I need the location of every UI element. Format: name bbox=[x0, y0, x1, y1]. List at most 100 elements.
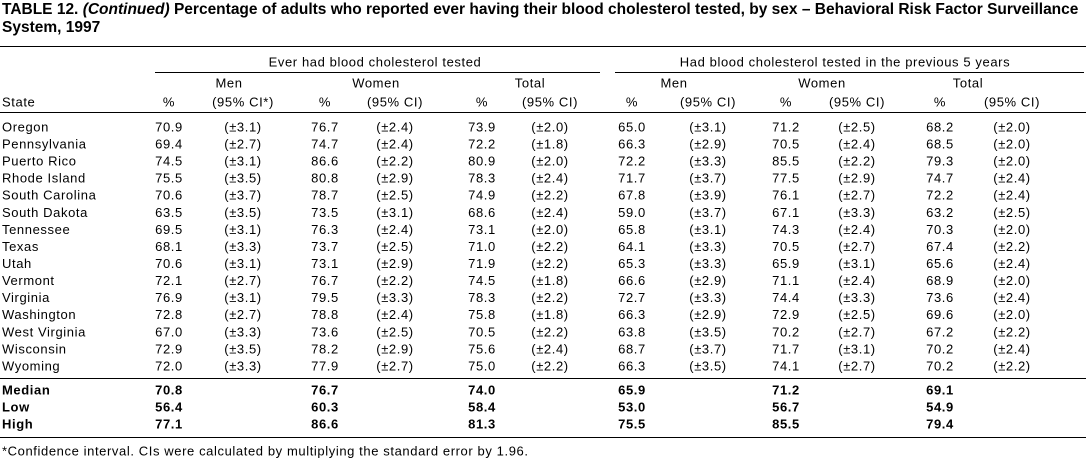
footnote: *Confidence interval. CIs were calculate… bbox=[2, 443, 529, 458]
cell: (±2.7) bbox=[224, 137, 261, 152]
cell: 72.2 bbox=[468, 137, 496, 152]
cell: 71.7 bbox=[618, 171, 646, 186]
cell: 65.3 bbox=[618, 256, 646, 271]
cell: (±2.4) bbox=[376, 137, 413, 152]
cell: (±2.0) bbox=[993, 137, 1030, 152]
summary-cell: 60.3 bbox=[311, 399, 339, 414]
cell: 75.5 bbox=[155, 171, 183, 186]
cell: (±3.3) bbox=[838, 290, 875, 305]
cell: (±2.7) bbox=[838, 358, 875, 373]
summary-label: Median bbox=[2, 382, 50, 397]
cell: (±2.4) bbox=[531, 205, 568, 220]
cell: 68.2 bbox=[926, 119, 954, 134]
cell: 68.1 bbox=[155, 239, 183, 254]
cell: 77.9 bbox=[311, 358, 339, 373]
summary-cell: 79.4 bbox=[926, 416, 954, 431]
cell: 65.0 bbox=[618, 119, 646, 134]
cell: (±2.4) bbox=[531, 171, 568, 186]
cell: (±3.7) bbox=[689, 341, 726, 356]
cell: (±2.2) bbox=[531, 239, 568, 254]
subgroup-header: Total bbox=[953, 75, 983, 90]
subgroup-header: Women bbox=[352, 75, 400, 90]
cell: (±3.1) bbox=[224, 119, 261, 134]
cell: (±1.8) bbox=[531, 273, 568, 288]
cell: 78.3 bbox=[468, 290, 496, 305]
cell: (±2.4) bbox=[993, 341, 1030, 356]
cell: (±2.0) bbox=[993, 154, 1030, 169]
cell: 74.9 bbox=[468, 188, 496, 203]
cell: (±3.5) bbox=[224, 205, 261, 220]
cell: (±3.9) bbox=[689, 188, 726, 203]
cell: (±2.2) bbox=[838, 154, 875, 169]
cell: (±2.9) bbox=[689, 137, 726, 152]
cell: (±3.1) bbox=[224, 290, 261, 305]
cell: 66.3 bbox=[618, 137, 646, 152]
cell: 77.5 bbox=[772, 171, 800, 186]
cell: (±2.0) bbox=[993, 222, 1030, 237]
column-header: (95% CI*) bbox=[212, 94, 274, 109]
cell: (±2.5) bbox=[993, 205, 1030, 220]
cell: (±3.1) bbox=[689, 119, 726, 134]
cell: 63.5 bbox=[155, 205, 183, 220]
cell: (±2.9) bbox=[376, 171, 413, 186]
summary-label: High bbox=[2, 416, 33, 431]
cell: 72.9 bbox=[772, 307, 800, 322]
cell: (±2.4) bbox=[838, 137, 875, 152]
title-continued: (Continued) bbox=[82, 1, 170, 18]
cell: 74.4 bbox=[772, 290, 800, 305]
cell: 71.1 bbox=[772, 273, 800, 288]
cell: 70.5 bbox=[772, 137, 800, 152]
cell: 74.1 bbox=[772, 358, 800, 373]
cell: 67.4 bbox=[926, 239, 954, 254]
summary-cell: 77.1 bbox=[155, 416, 183, 431]
column-header: % bbox=[934, 94, 946, 109]
row-label: Rhode Island bbox=[2, 171, 86, 186]
cell: (±3.1) bbox=[224, 154, 261, 169]
cell: (±2.0) bbox=[993, 307, 1030, 322]
cell: 66.3 bbox=[618, 358, 646, 373]
cell: 86.6 bbox=[311, 154, 339, 169]
cell: (±3.1) bbox=[376, 205, 413, 220]
cell: (±2.2) bbox=[993, 239, 1030, 254]
cell: (±2.9) bbox=[689, 307, 726, 322]
summary-cell: 53.0 bbox=[618, 399, 646, 414]
cell: 70.6 bbox=[155, 256, 183, 271]
cell: 73.9 bbox=[468, 119, 496, 134]
column-header: (95% CI) bbox=[680, 94, 736, 109]
cell: 80.9 bbox=[468, 154, 496, 169]
row-label: Vermont bbox=[2, 273, 55, 288]
cell: (±2.2) bbox=[376, 273, 413, 288]
cell: 67.0 bbox=[155, 324, 183, 339]
cell: (±3.3) bbox=[689, 256, 726, 271]
subgroup-header: Women bbox=[798, 75, 846, 90]
cell: 78.3 bbox=[468, 171, 496, 186]
cell: 78.8 bbox=[311, 307, 339, 322]
cell: (±3.1) bbox=[838, 256, 875, 271]
summary-cell: 54.9 bbox=[926, 399, 954, 414]
cell: (±2.7) bbox=[224, 307, 261, 322]
cell: 76.7 bbox=[311, 273, 339, 288]
cell: 72.0 bbox=[155, 358, 183, 373]
cell: (±2.2) bbox=[376, 154, 413, 169]
cell: 69.4 bbox=[155, 137, 183, 152]
cell: (±2.4) bbox=[376, 119, 413, 134]
row-label: Tennessee bbox=[2, 222, 70, 237]
cell: 76.7 bbox=[311, 119, 339, 134]
column-header: (95% CI) bbox=[522, 94, 578, 109]
row-label: Wyoming bbox=[2, 358, 60, 373]
row-label: Utah bbox=[2, 256, 32, 271]
cell: (±3.3) bbox=[224, 239, 261, 254]
cell: (±2.5) bbox=[838, 307, 875, 322]
cell: 76.1 bbox=[772, 188, 800, 203]
cell: (±1.8) bbox=[531, 307, 568, 322]
cell: (±3.5) bbox=[224, 341, 261, 356]
cell: 67.8 bbox=[618, 188, 646, 203]
cell: (±3.3) bbox=[224, 358, 261, 373]
cell: (±2.0) bbox=[531, 154, 568, 169]
row-label: Pennsylvania bbox=[2, 137, 87, 152]
cell: (±2.7) bbox=[376, 358, 413, 373]
cell: 71.0 bbox=[468, 239, 496, 254]
summary-cell: 65.9 bbox=[618, 382, 646, 397]
